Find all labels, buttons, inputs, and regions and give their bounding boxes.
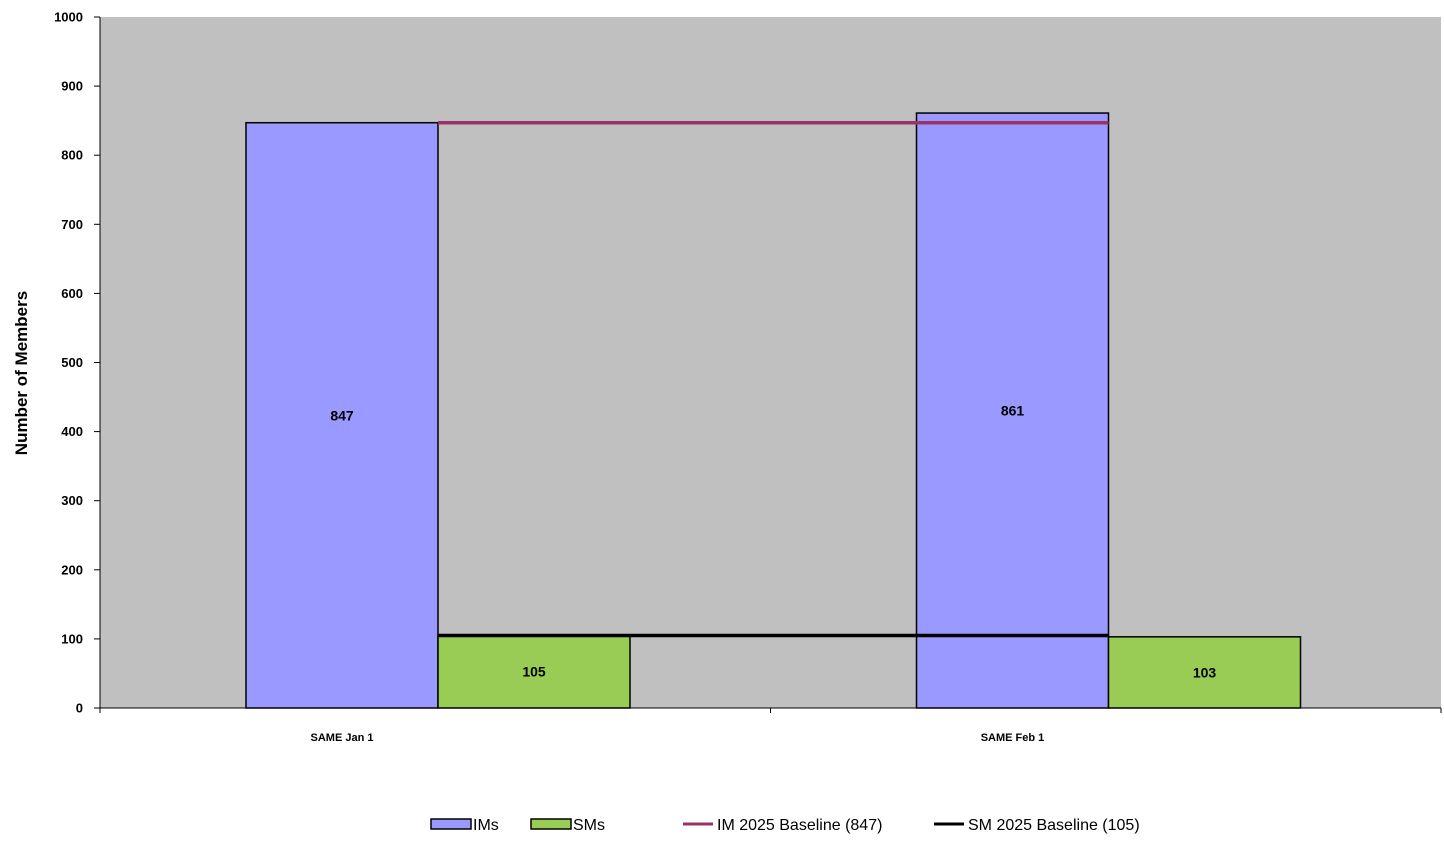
y-tick-label: 400 bbox=[61, 424, 83, 439]
y-tick-label: 500 bbox=[61, 355, 83, 370]
legend-label: SMs bbox=[573, 817, 605, 834]
data-label: 103 bbox=[1193, 664, 1217, 680]
data-label: 105 bbox=[522, 664, 546, 680]
y-tick-label: 300 bbox=[61, 493, 83, 508]
y-tick-label: 0 bbox=[76, 701, 83, 716]
y-tick-label: 100 bbox=[61, 631, 83, 646]
data-label: 847 bbox=[330, 407, 354, 423]
y-tick-label: 600 bbox=[61, 286, 83, 301]
y-tick-label: 900 bbox=[61, 79, 83, 94]
legend-label: IM 2025 Baseline (847) bbox=[717, 817, 882, 834]
bars-layer bbox=[245, 112, 1302, 709]
bar-ims-1 bbox=[245, 121, 439, 709]
y-axis-title: Number of Members bbox=[12, 291, 31, 455]
x-tick-label: SAME Feb 1 bbox=[981, 732, 1045, 744]
y-tick-label: 1000 bbox=[54, 10, 83, 25]
y-tick-label: 200 bbox=[61, 562, 83, 577]
legend-label: IMs bbox=[473, 817, 499, 834]
legend-swatch-sms bbox=[530, 818, 572, 830]
data-labels-layer: 847 105 861 103 bbox=[330, 403, 1216, 681]
axes-layer: 0 100 200 300 400 500 600 700 800 900 1000 SAME Jan… bbox=[54, 10, 1442, 744]
bar-ims-2 bbox=[915, 112, 1110, 709]
reference-lines-layer bbox=[438, 120, 1109, 638]
y-tick-label: 700 bbox=[61, 217, 83, 232]
x-tick-label: SAME Jan 1 bbox=[311, 732, 374, 744]
legend-swatch-ims bbox=[430, 818, 472, 830]
legend: IMs SMs IM 2025 Baseline (847) SM 2025 Base… bbox=[430, 817, 1140, 834]
y-tick-label: 800 bbox=[61, 148, 83, 163]
legend-label: SM 2025 Baseline (105) bbox=[968, 817, 1140, 834]
data-label: 861 bbox=[1001, 403, 1025, 419]
